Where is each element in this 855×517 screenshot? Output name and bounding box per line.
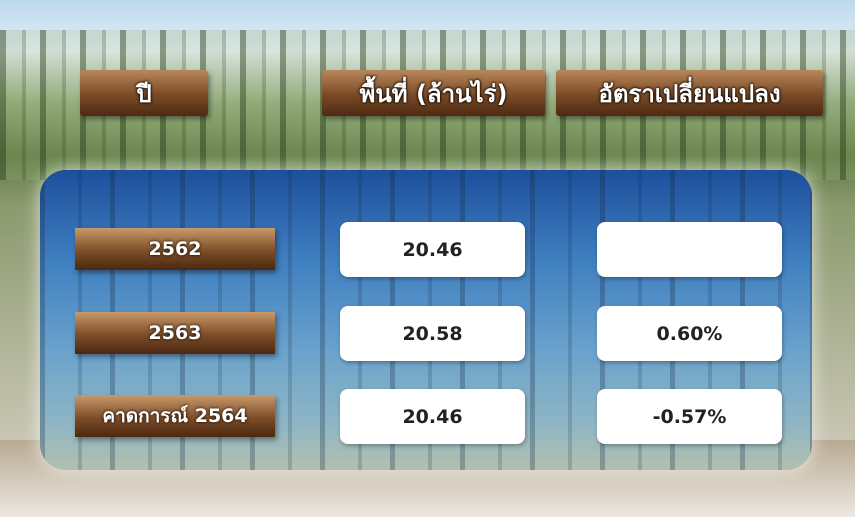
row-label: 2563: [75, 312, 275, 354]
change-cell: [597, 222, 782, 277]
column-header: พื้นที่ (ล้านไร่): [322, 70, 545, 116]
change-cell: -0.57%: [597, 389, 782, 444]
area-cell: 20.46: [340, 222, 525, 277]
area-cell: 20.46: [340, 389, 525, 444]
column-header: ปี: [80, 70, 208, 116]
row-label: คาดการณ์ 2564: [75, 395, 275, 437]
row-label: 2562: [75, 228, 275, 270]
infographic: ปี พื้นที่ (ล้านไร่) อัตราเปลี่ยนแปลง 25…: [0, 0, 855, 517]
area-cell: 20.58: [340, 306, 525, 361]
change-cell: 0.60%: [597, 306, 782, 361]
column-header: อัตราเปลี่ยนแปลง: [556, 70, 823, 116]
